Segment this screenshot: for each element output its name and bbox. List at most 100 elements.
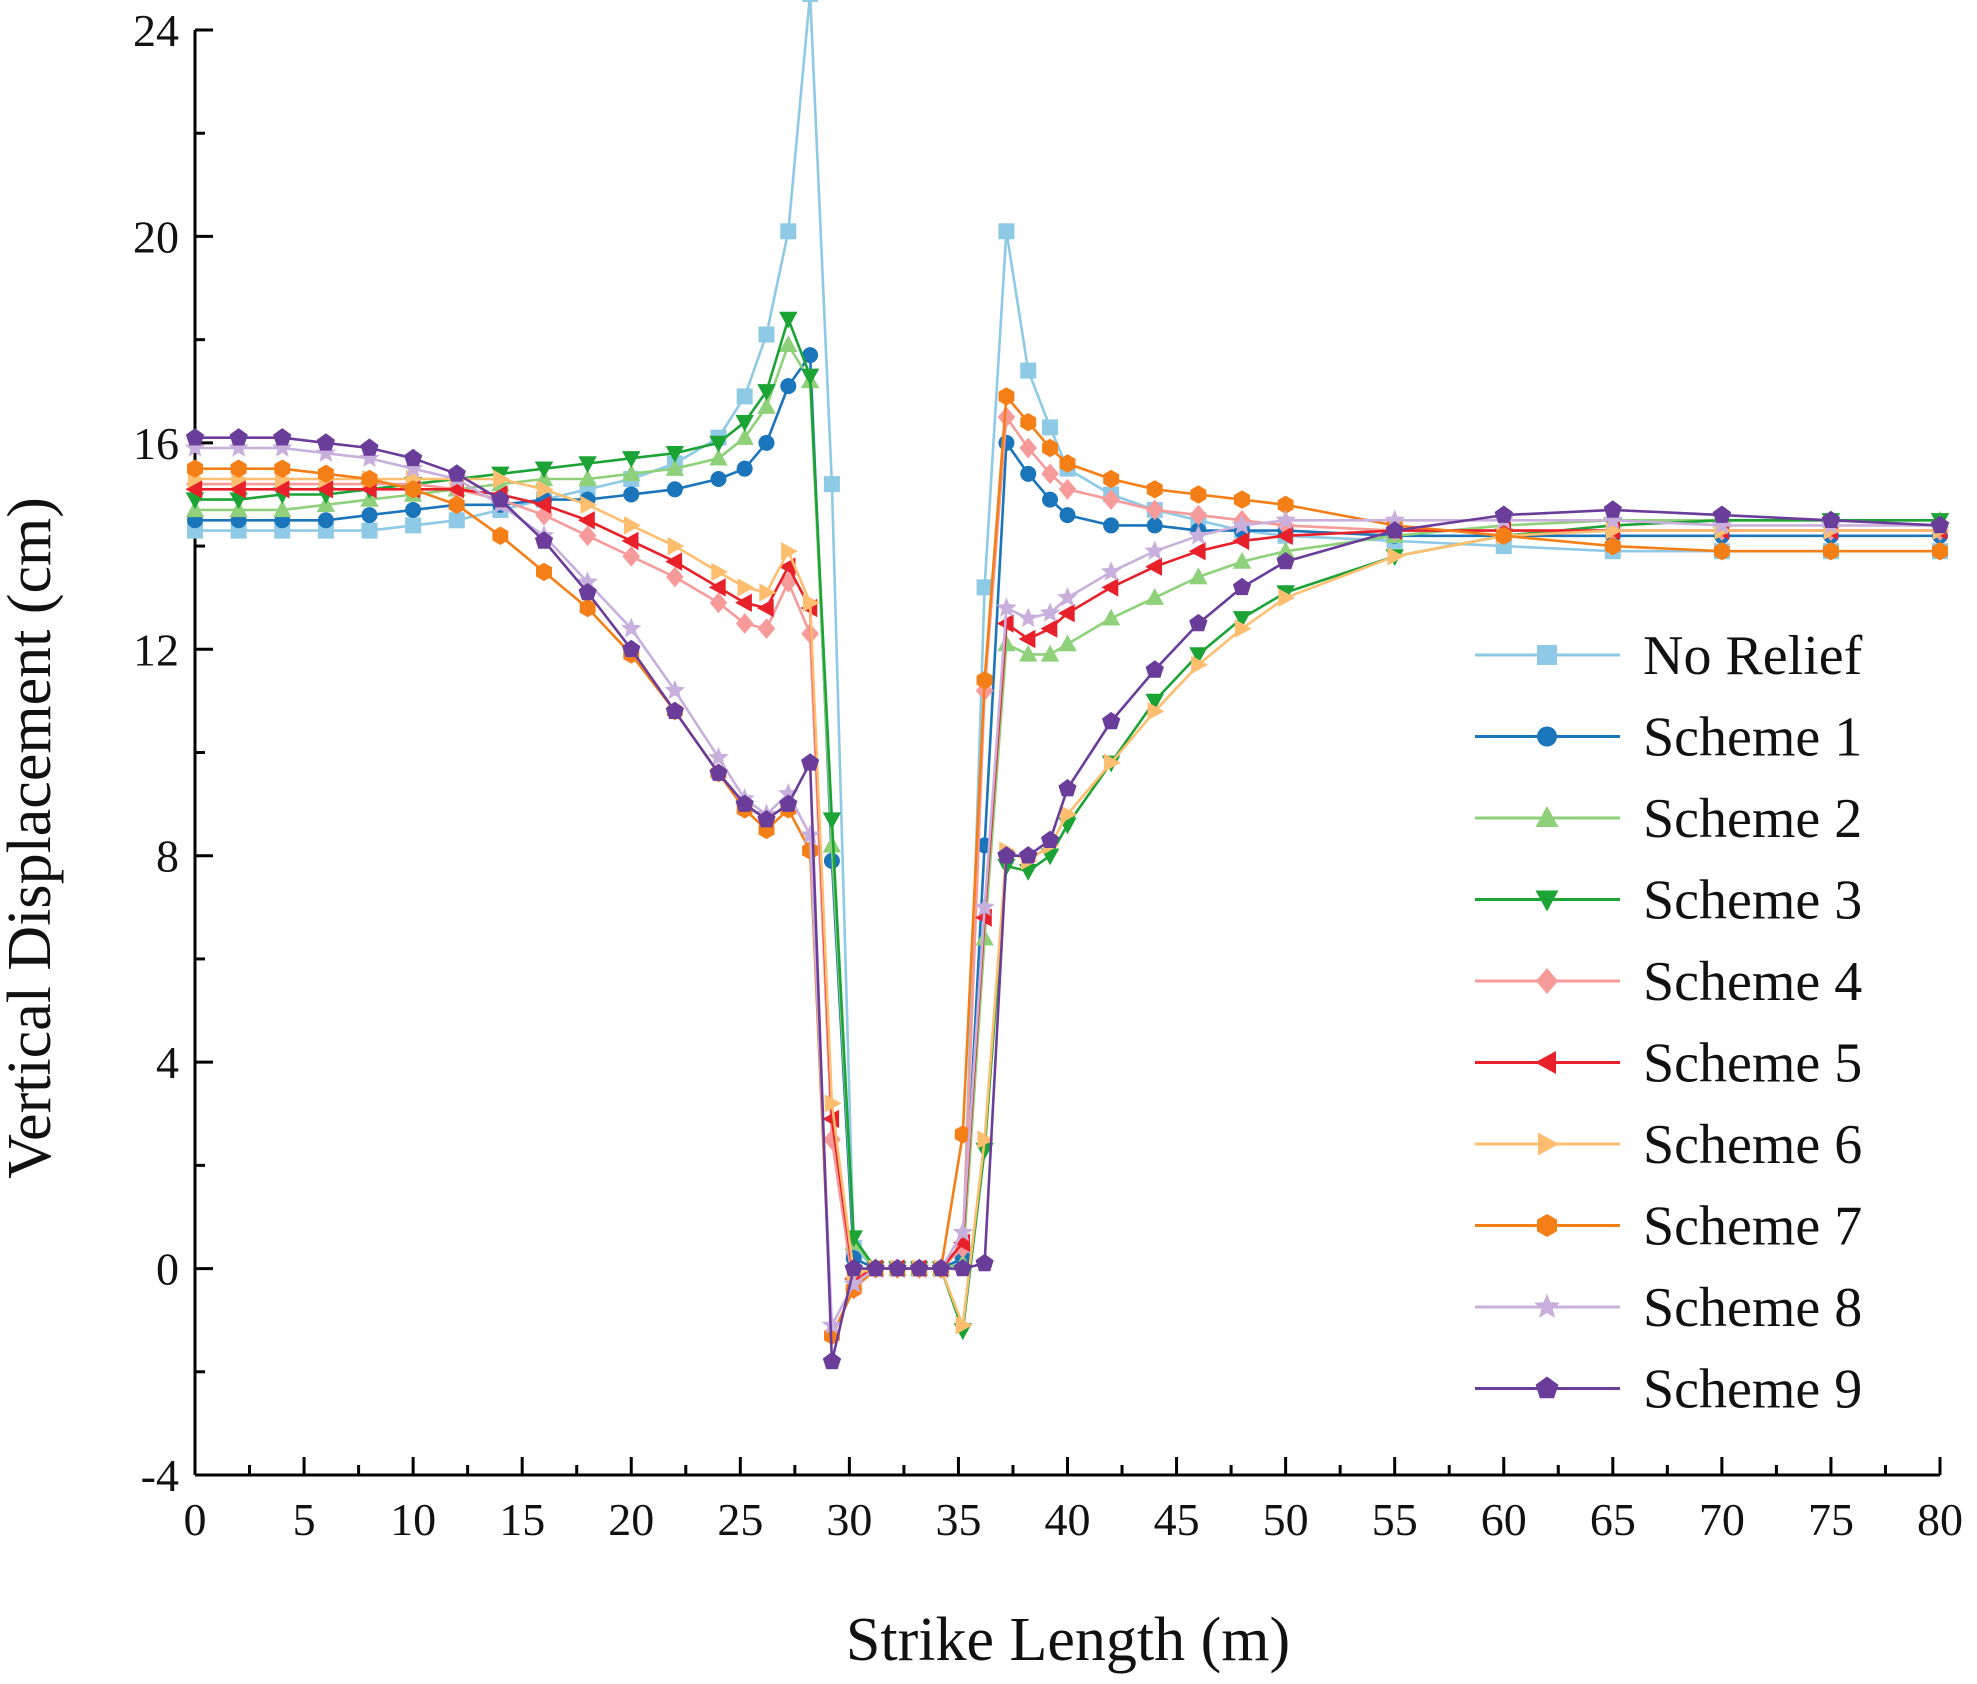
data-point-scheme-8: [184, 437, 206, 457]
data-point-scheme-9: [316, 433, 335, 451]
data-point-scheme-2: [1145, 588, 1164, 605]
x-tick-label: 65: [1590, 1494, 1636, 1545]
y-tick-label: 16: [133, 418, 179, 469]
data-point-scheme-3: [1145, 693, 1164, 711]
data-point-scheme-4: [997, 406, 1016, 428]
data-point-scheme-7: [1190, 485, 1207, 504]
data-point-scheme-2: [735, 428, 754, 445]
data-point-scheme-9: [665, 701, 684, 719]
data-point-scheme-6: [737, 578, 755, 597]
data-point-scheme-2: [1058, 634, 1077, 652]
data-point-scheme-5: [1188, 542, 1206, 561]
data-point-scheme-9: [801, 753, 820, 771]
x-tick-label: 70: [1699, 1494, 1745, 1545]
data-point-scheme-9: [822, 1351, 842, 1370]
data-point-scheme-9: [229, 428, 248, 446]
data-point-scheme-5: [735, 593, 752, 612]
x-tick-label: 80: [1917, 1494, 1963, 1545]
data-point-no-relief: [448, 512, 465, 529]
data-point-scheme-9: [1276, 552, 1295, 570]
legend-label: Scheme 5: [1643, 1033, 1862, 1095]
legend-marker: [1534, 1293, 1560, 1318]
data-point-scheme-1: [710, 470, 727, 487]
data-point-scheme-7: [317, 464, 334, 483]
data-point-scheme-7: [1604, 536, 1621, 556]
data-point-scheme-8: [1188, 525, 1209, 545]
data-point-scheme-9: [185, 428, 205, 446]
data-point-scheme-9: [1019, 846, 1038, 864]
data-point-scheme-2: [779, 335, 798, 352]
data-point-scheme-7: [1020, 413, 1037, 432]
data-point-scheme-9: [779, 794, 798, 812]
y-tick-label: 12: [133, 624, 179, 675]
legend-label: Scheme 7: [1643, 1196, 1862, 1258]
legend-marker: [1535, 1376, 1559, 1399]
data-point-scheme-6: [667, 536, 685, 556]
legend-marker: [1535, 1051, 1556, 1074]
data-point-scheme-5: [316, 480, 334, 499]
y-tick-label: 0: [156, 1244, 179, 1295]
data-point-scheme-6: [802, 593, 820, 612]
legend-item-scheme-8: Scheme 8: [1475, 1277, 1862, 1339]
data-point-scheme-2: [1040, 644, 1060, 662]
data-point-scheme-4: [535, 504, 553, 526]
data-point-scheme-5: [229, 480, 246, 499]
data-point-scheme-9: [578, 582, 597, 601]
data-point-scheme-8: [952, 1221, 974, 1242]
data-point-scheme-5: [778, 557, 796, 576]
data-point-scheme-1: [1020, 465, 1037, 482]
data-point-scheme-9: [1385, 521, 1404, 539]
data-point-scheme-8: [1100, 561, 1122, 581]
data-point-scheme-5: [578, 511, 595, 530]
data-point-scheme-9: [1189, 613, 1208, 632]
data-point-scheme-5: [621, 531, 639, 551]
data-point-scheme-2: [975, 928, 994, 946]
data-point-scheme-9: [1232, 577, 1252, 596]
data-point-scheme-1: [405, 501, 422, 518]
data-point-scheme-7: [230, 459, 247, 478]
data-point-scheme-9: [1603, 500, 1622, 518]
data-point-scheme-3: [735, 415, 754, 432]
series-layer: [184, 0, 1951, 1370]
data-point-scheme-9: [953, 1259, 972, 1277]
data-point-scheme-8: [1144, 540, 1165, 560]
data-point-scheme-2: [997, 634, 1016, 652]
data-point-scheme-5: [1145, 557, 1162, 576]
series-scheme-9: [185, 428, 1950, 1370]
data-point-scheme-9: [447, 464, 466, 482]
data-point-scheme-9: [757, 810, 776, 828]
data-point-scheme-6: [1147, 702, 1165, 721]
data-point-scheme-9: [1494, 505, 1513, 523]
x-tick-label: 15: [499, 1494, 545, 1545]
data-point-scheme-7: [1823, 542, 1839, 561]
data-point-scheme-7: [1277, 495, 1294, 514]
data-point-scheme-6: [1278, 588, 1296, 607]
data-point-scheme-7: [998, 387, 1015, 406]
data-point-scheme-5: [1276, 526, 1293, 545]
data-point-scheme-5: [185, 480, 203, 499]
data-point-scheme-9: [273, 428, 292, 446]
data-point-scheme-9: [1145, 660, 1164, 678]
data-point-scheme-6: [1234, 619, 1252, 638]
data-point-scheme-6: [977, 1130, 995, 1149]
y-axis-title: Vertical Displacement (cm): [0, 497, 64, 1179]
data-point-scheme-5: [1057, 604, 1075, 623]
data-point-scheme-6: [711, 562, 729, 582]
data-point-scheme-1: [1059, 507, 1076, 524]
data-point-scheme-9: [1930, 515, 1950, 534]
data-point-no-relief: [998, 223, 1015, 240]
y-tick-label: 4: [156, 1037, 179, 1088]
series-line-scheme-9: [195, 436, 1941, 1363]
data-point-scheme-5: [1018, 629, 1036, 649]
data-point-scheme-3: [800, 368, 820, 386]
data-point-scheme-2: [1101, 608, 1121, 626]
data-point-scheme-2: [1232, 552, 1252, 569]
data-point-scheme-8: [1275, 509, 1296, 529]
data-point-scheme-9: [910, 1259, 929, 1277]
legend-label: Scheme 8: [1643, 1277, 1862, 1339]
data-point-scheme-1: [1042, 491, 1059, 508]
data-point-scheme-8: [1018, 607, 1039, 628]
data-point-scheme-7: [954, 1125, 971, 1144]
